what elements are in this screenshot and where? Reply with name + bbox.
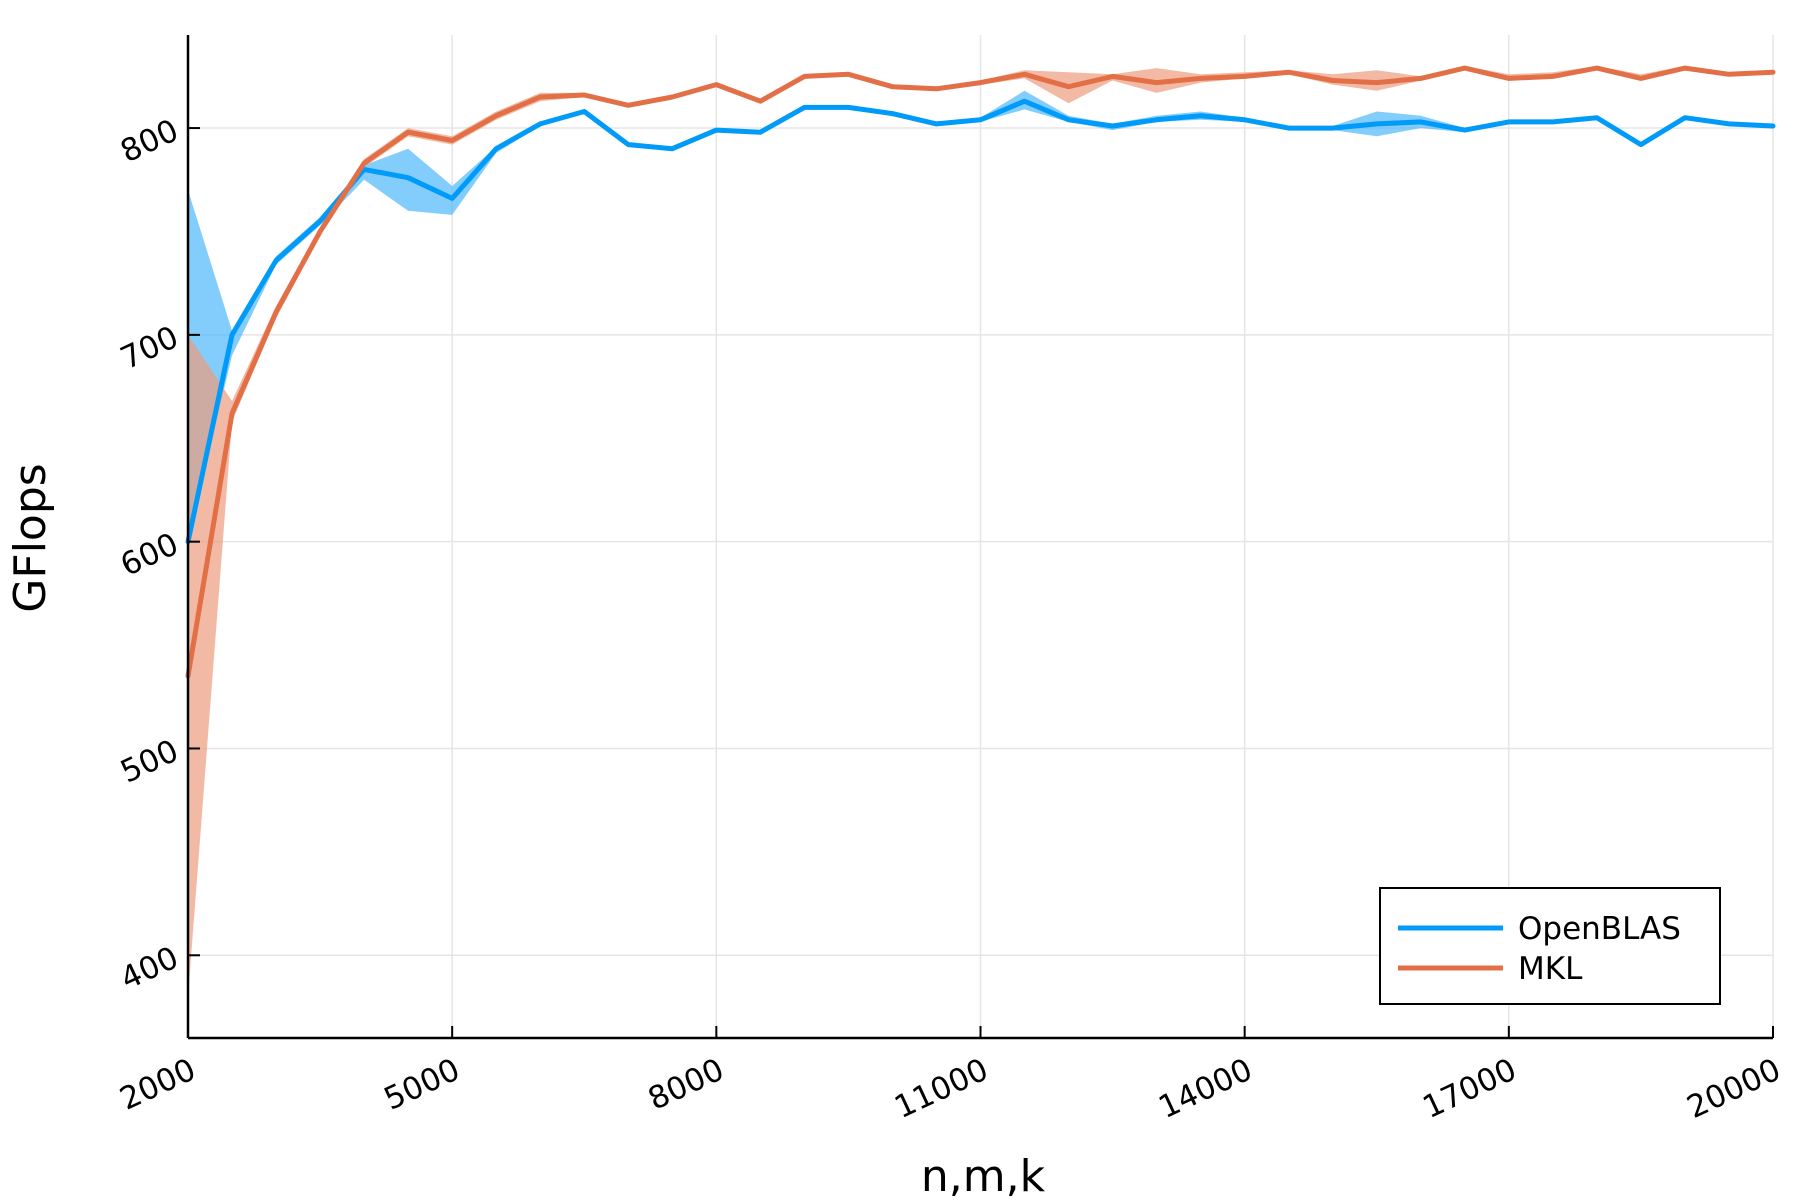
legend-label-mkl: MKL — [1518, 951, 1583, 987]
line-mkl — [185, 65, 1776, 679]
y-axis-title: GFlops — [5, 463, 56, 612]
x-axis-title: n,m,k — [921, 1151, 1046, 1200]
series-lines — [185, 65, 1776, 679]
legend: OpenBLAS MKL — [1379, 887, 1721, 1005]
legend-box — [1379, 887, 1721, 1005]
grid-lines — [187, 35, 1774, 1038]
legend-label-openblas: OpenBLAS — [1518, 911, 1681, 947]
line-openblas — [185, 98, 1776, 545]
axes — [186, 35, 1774, 1040]
